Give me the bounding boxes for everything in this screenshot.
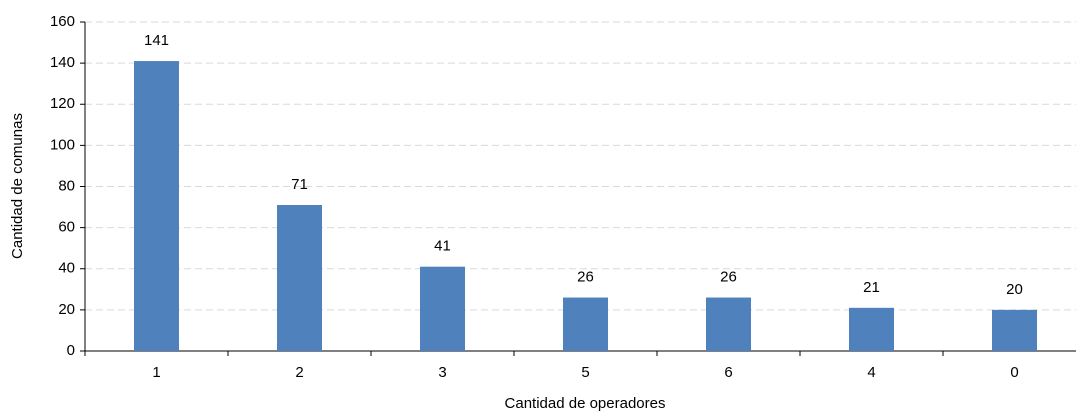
bar <box>706 297 751 351</box>
y-tick-label: 140 <box>50 54 75 71</box>
data-label: 141 <box>144 32 169 49</box>
y-tick-label: 100 <box>50 136 75 153</box>
y-tick-label: 40 <box>58 260 75 277</box>
y-tick-label: 160 <box>50 13 75 30</box>
bar <box>992 309 1037 351</box>
y-tick-label: 0 <box>67 342 75 359</box>
y-tick-label: 80 <box>58 177 75 194</box>
x-tick-label: 6 <box>724 364 732 381</box>
y-tick-label: 60 <box>58 219 75 236</box>
x-tick-label: 1 <box>152 364 160 381</box>
x-axis-label: Cantidad de operadores <box>505 395 666 412</box>
bar <box>134 61 179 351</box>
data-label: 21 <box>863 279 880 296</box>
bar <box>420 266 465 351</box>
y-tick-label: 20 <box>58 301 75 318</box>
x-tick-label: 4 <box>867 364 875 381</box>
data-label: 71 <box>291 176 308 193</box>
x-tick-label: 2 <box>295 364 303 381</box>
y-axis-label: Cantidad de comunas <box>9 113 26 259</box>
data-label: 20 <box>1006 281 1023 298</box>
x-tick-label: 5 <box>581 364 589 381</box>
bar <box>563 297 608 351</box>
bar <box>849 307 894 351</box>
bar <box>277 205 322 351</box>
data-label: 41 <box>434 238 451 255</box>
x-tick-label: 0 <box>1010 364 1018 381</box>
y-tick-label: 120 <box>50 95 75 112</box>
data-label: 26 <box>577 269 594 286</box>
data-label: 26 <box>720 269 737 286</box>
x-tick-label: 3 <box>438 364 446 381</box>
